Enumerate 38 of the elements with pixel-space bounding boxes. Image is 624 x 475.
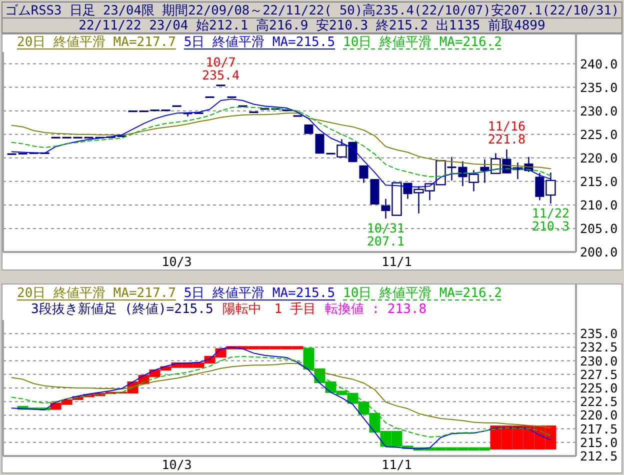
xtick: 10/3 <box>162 254 192 269</box>
note: 3段抜き新値足 (終値)=215.5 <box>31 302 214 317</box>
legend: 20日 終値平滑 MA=217.7 <box>17 35 176 50</box>
legend: 10日 終値平滑 MA=216.2 <box>343 35 502 50</box>
ytick: 212.5 <box>580 448 618 464</box>
ytick: 222.5 <box>580 394 618 410</box>
annotation: 10/31 207.1 <box>366 220 405 249</box>
annotation: 11/16 221.8 <box>488 118 526 146</box>
note: 陽転中 1 手目 <box>222 302 316 317</box>
ytick: 230.0 <box>580 353 618 368</box>
ytick: 215.0 <box>580 174 618 189</box>
ytick: 215.0 <box>580 434 618 450</box>
ytick: 220.0 <box>580 408 618 423</box>
ytick: 232.5 <box>580 340 618 355</box>
ytick: 240.0 <box>580 56 618 72</box>
legend: 10日 終値平滑 MA=216.2 <box>343 286 502 301</box>
xtick: 11/1 <box>382 254 412 269</box>
ytick: 217.5 <box>580 421 618 436</box>
xtick: 11/1 <box>382 457 412 472</box>
ytick: 205.0 <box>580 220 618 236</box>
legend: 5日 終値平滑 MA=215.5 <box>184 286 336 301</box>
ytick: 235.0 <box>580 80 618 95</box>
note: 転換値 : 213.8 <box>324 302 427 317</box>
legend: 20日 終値平滑 MA=217.7 <box>17 286 176 301</box>
ytick: 210.0 <box>580 197 618 212</box>
ytick: 227.5 <box>580 366 618 382</box>
ytick: 220.0 <box>580 150 618 166</box>
ytick: 225.0 <box>580 380 618 396</box>
ytick: 230.0 <box>580 103 618 118</box>
annotation: 11/22 210.3 <box>532 206 570 234</box>
title: ゴムRSS3 日足 23/04限 期間22/09/08～22/11/22( 50)高235.4(22/10/07)安207.1(22/10/31) <box>4 4 620 18</box>
ytick: 225.0 <box>580 126 618 142</box>
subtitle: 22/11/22 23/04 始212.1 高216.9 安210.3 終215.2 出1135 前取4899 <box>78 18 546 34</box>
legend: 5日 終値平滑 MA=215.5 <box>184 35 336 50</box>
annotation: 10/7 235.4 <box>202 54 240 82</box>
ytick: 200.0 <box>580 244 618 260</box>
ytick: 235.0 <box>580 326 618 342</box>
xtick: 10/3 <box>162 457 192 472</box>
